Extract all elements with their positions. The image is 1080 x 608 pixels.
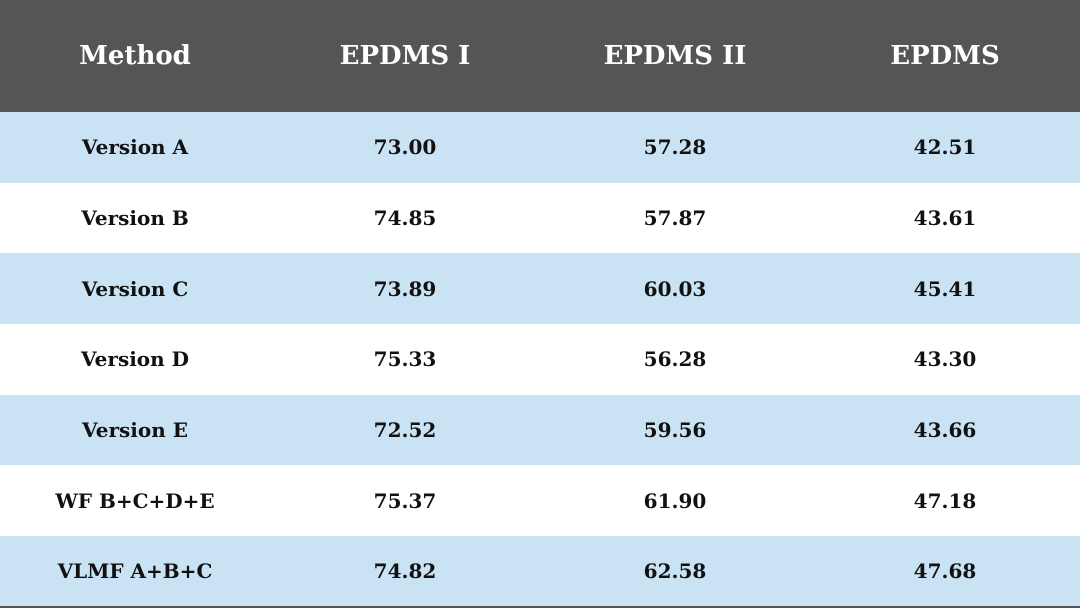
- value-cell: 47.68: [913, 558, 977, 583]
- value-cell: 43.61: [913, 206, 977, 231]
- table-row: Version C 73.89 60.03 45.41: [0, 253, 1080, 325]
- method-cell: VLMF A+B+C: [57, 558, 213, 583]
- method-cell: Version B: [81, 206, 189, 231]
- table-row: Version A 73.00 57.28 42.51: [0, 112, 1080, 183]
- value-cell: 59.56: [643, 418, 707, 443]
- value-cell: 57.87: [643, 206, 707, 231]
- value-cell: 56.28: [643, 347, 707, 372]
- method-cell: Version A: [81, 135, 189, 160]
- value-cell: 73.00: [373, 135, 437, 160]
- method-cell: Version C: [81, 276, 189, 301]
- value-cell: 61.90: [643, 488, 707, 513]
- value-cell: 74.85: [373, 206, 437, 231]
- value-cell: 62.58: [643, 558, 707, 583]
- table-header: Method EPDMS I EPDMS II EPDMS: [0, 0, 1080, 112]
- table-row: Version D 75.33 56.28 43.30: [0, 324, 1080, 395]
- method-cell: WF B+C+D+E: [55, 488, 215, 513]
- header-cell: EPDMS: [890, 41, 1000, 71]
- value-cell: 47.18: [913, 488, 977, 513]
- method-cell: Version E: [82, 418, 188, 443]
- table-row: VLMF A+B+C 74.82 62.58 47.68: [0, 536, 1080, 607]
- value-cell: 74.82: [373, 558, 437, 583]
- value-cell: 42.51: [913, 135, 977, 160]
- value-cell: 75.37: [373, 488, 437, 513]
- value-cell: 43.30: [913, 347, 977, 372]
- method-cell: Version D: [81, 347, 189, 372]
- header-cell: Method: [79, 41, 191, 71]
- value-cell: 60.03: [643, 276, 707, 301]
- header-cell: EPDMS II: [603, 41, 747, 71]
- value-cell: 73.89: [373, 276, 437, 301]
- table-row: WF B+C+D+E 75.37 61.90 47.18: [0, 465, 1080, 537]
- value-cell: 72.52: [373, 418, 437, 443]
- table-body: Version A 73.00 57.28 42.51 Version B 74.85 57…: [0, 112, 1080, 607]
- table-row: Version E 72.52 59.56 43.66: [0, 394, 1080, 466]
- value-cell: 57.28: [643, 135, 707, 160]
- table-row: Version B 74.85 57.87 43.61: [0, 182, 1080, 254]
- value-cell: 45.41: [913, 276, 977, 301]
- header-cell: EPDMS I: [339, 41, 471, 71]
- value-cell: 43.66: [913, 418, 977, 443]
- value-cell: 75.33: [373, 347, 437, 372]
- header-row: Method EPDMS I EPDMS II EPDMS: [0, 0, 1080, 112]
